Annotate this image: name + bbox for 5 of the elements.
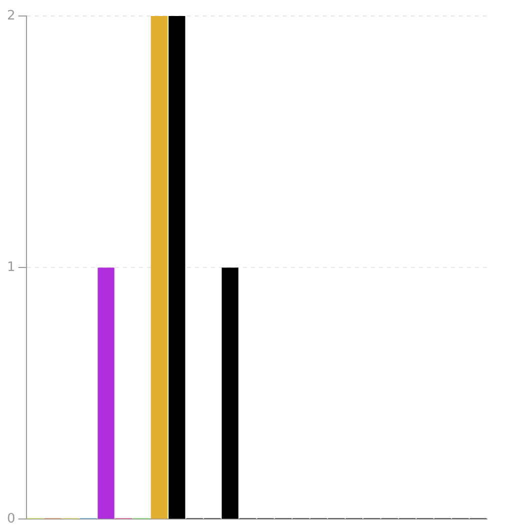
bar [98,268,114,519]
y-tick-label: 0 [6,512,16,527]
y-tick-label: 1 [6,260,16,275]
y-tick-label: 2 [6,8,16,24]
bar [150,16,168,519]
